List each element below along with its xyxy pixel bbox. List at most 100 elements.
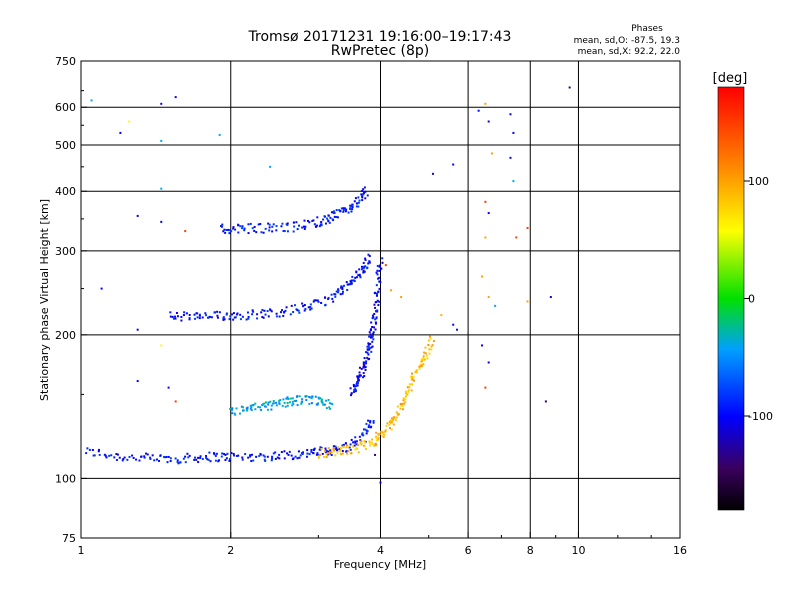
data-point [232, 452, 235, 455]
data-point [262, 231, 265, 234]
data-point [283, 457, 286, 460]
data-point [237, 224, 240, 227]
data-point [364, 258, 367, 261]
data-point [282, 229, 285, 232]
data-point [395, 411, 398, 414]
data-point [359, 441, 362, 444]
data-point [384, 429, 387, 432]
data-point [340, 207, 343, 210]
data-point [153, 459, 156, 462]
data-point [332, 300, 335, 303]
data-point [206, 458, 209, 461]
data-point [176, 315, 179, 318]
data-point [350, 205, 353, 208]
data-point [487, 361, 490, 364]
data-point [310, 396, 313, 399]
data-point [326, 217, 329, 220]
data-point [383, 433, 386, 436]
data-point [174, 400, 177, 403]
data-point [261, 403, 264, 406]
data-point [368, 255, 371, 258]
data-point [350, 282, 353, 285]
data-point [165, 456, 168, 459]
data-point [311, 395, 314, 398]
data-point [232, 226, 235, 229]
data-point [287, 453, 290, 456]
data-point [329, 407, 332, 410]
data-point [354, 276, 357, 279]
data-point [337, 291, 340, 294]
data-point [213, 311, 216, 314]
data-point [356, 447, 359, 450]
data-point [362, 372, 365, 375]
data-point [232, 312, 235, 315]
data-point [414, 371, 417, 374]
data-point [401, 405, 404, 408]
data-point [362, 269, 365, 272]
data-point [357, 378, 360, 381]
data-point [199, 456, 202, 459]
data-point [320, 301, 323, 304]
data-point [325, 453, 328, 456]
data-point [303, 303, 306, 306]
data-point [314, 395, 317, 398]
data-point [341, 444, 344, 447]
data-point [372, 332, 375, 335]
data-point [298, 456, 301, 459]
data-point [361, 433, 364, 436]
data-point [369, 444, 372, 447]
data-point [306, 219, 309, 222]
data-point [296, 457, 299, 460]
data-point [370, 350, 373, 353]
data-point [149, 456, 152, 459]
data-point [288, 450, 291, 453]
data-point [355, 385, 358, 388]
data-point [169, 460, 172, 463]
data-point [494, 304, 497, 307]
y-tick-label: 100 [55, 472, 76, 485]
data-point [205, 456, 208, 459]
data-point [245, 318, 248, 321]
data-point [427, 343, 430, 346]
data-point [271, 455, 274, 458]
data-point [402, 408, 405, 411]
data-point [187, 456, 190, 459]
data-point [355, 276, 358, 279]
data-point [365, 362, 368, 365]
data-point [368, 441, 371, 444]
data-point [374, 442, 377, 445]
data-point [404, 390, 407, 393]
data-point [306, 452, 309, 455]
data-point [301, 226, 304, 229]
data-point [512, 180, 515, 183]
data-point [359, 439, 362, 442]
data-point [293, 399, 296, 402]
data-point [226, 452, 229, 455]
data-point [364, 448, 367, 451]
data-point [233, 454, 236, 457]
data-point [526, 226, 529, 229]
data-point [241, 315, 244, 318]
data-point [295, 399, 298, 402]
data-point [290, 304, 293, 307]
data-point [169, 311, 172, 314]
data-point [126, 458, 129, 461]
data-point [264, 459, 267, 462]
data-point [431, 344, 434, 347]
data-point [267, 315, 270, 318]
data-point [194, 456, 197, 459]
data-point [408, 386, 411, 389]
x-tick-label: 6 [465, 544, 472, 557]
data-point [198, 317, 201, 320]
data-point [410, 375, 413, 378]
data-point [278, 457, 281, 460]
x-tick-label: 4 [377, 544, 384, 557]
data-point [327, 214, 330, 217]
data-point [345, 450, 348, 453]
data-point [330, 211, 333, 214]
data-point [90, 99, 93, 102]
data-point [357, 444, 360, 447]
data-point [431, 172, 434, 175]
phases-x-stats: mean, sd,X: 92.2, 22.0 [578, 47, 681, 57]
data-point [221, 223, 224, 226]
